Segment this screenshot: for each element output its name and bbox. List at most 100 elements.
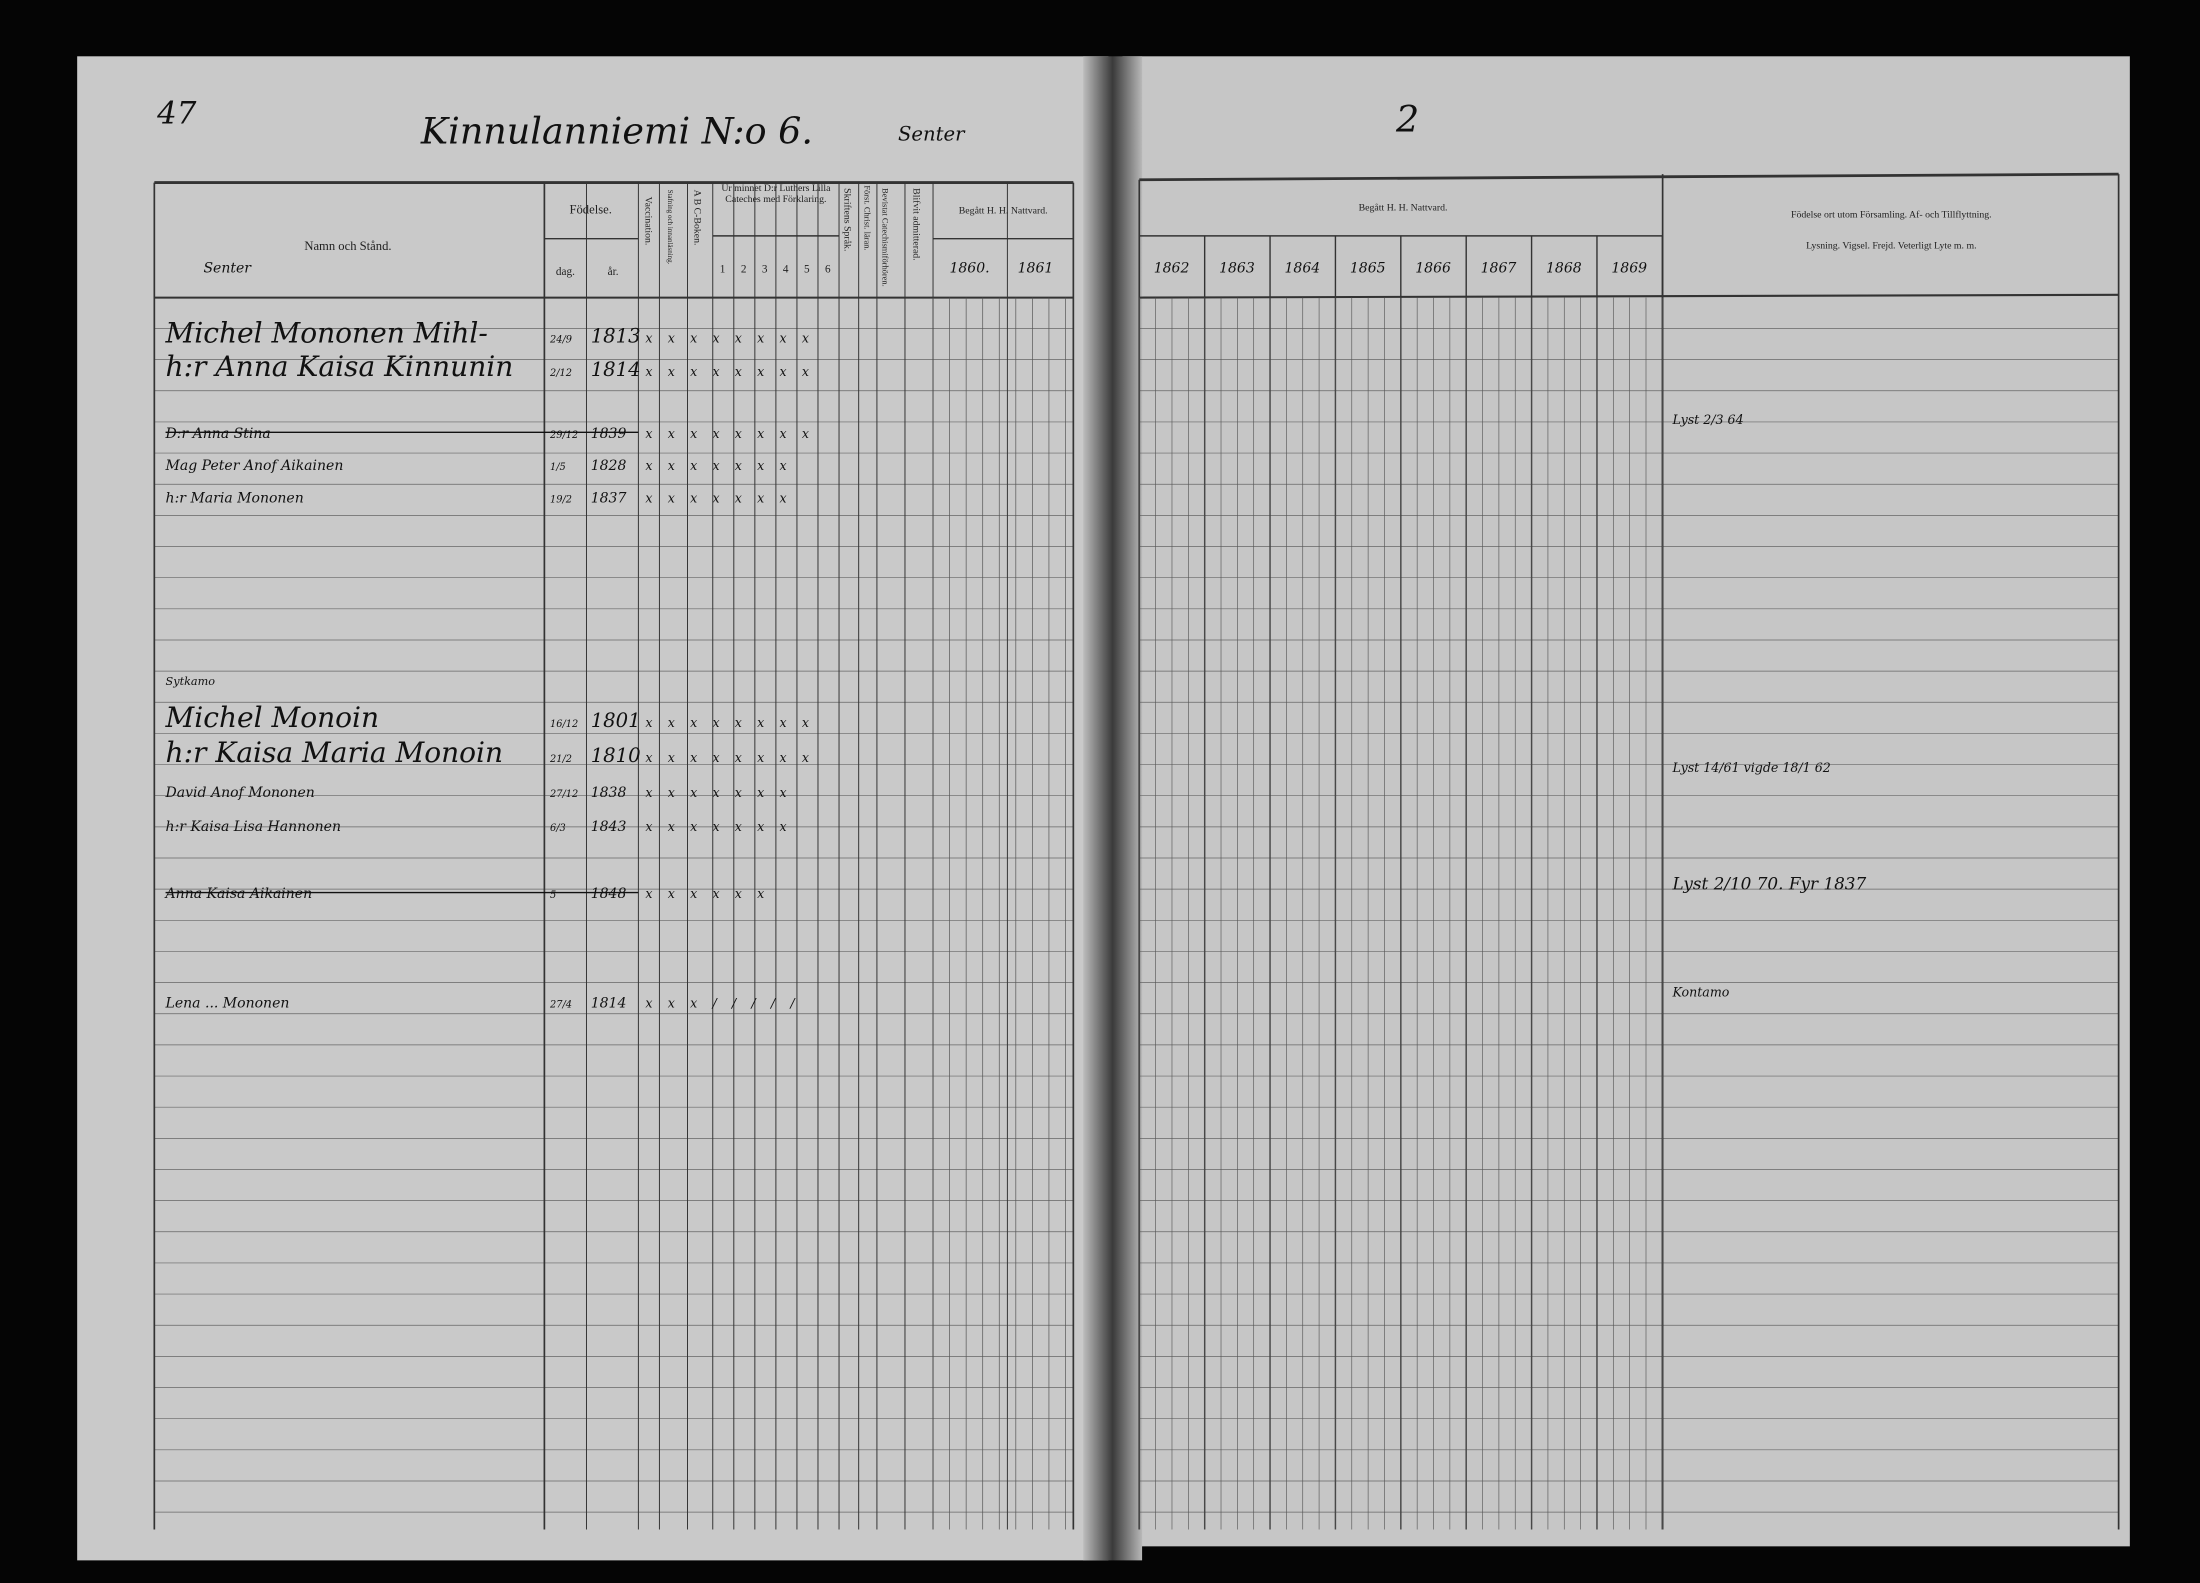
row-name: h:r Anna Kaisa Kinnunin <box>166 350 514 383</box>
header-forst: Först. Christ. läran. <box>862 185 871 250</box>
header-communion-left: Begått H. H. Nattvard. <box>959 205 1048 216</box>
year-header: 1860. <box>949 260 989 276</box>
row-name: Michel Monoin <box>165 701 380 734</box>
row-birth-year: 1813 <box>591 325 641 348</box>
row-marks: x x x x x x x x <box>645 364 814 379</box>
row-birth-year: 1801 <box>591 709 641 732</box>
catechism-col-6: 6 <box>825 263 831 275</box>
row-marks: x x x x x x x <box>645 490 792 505</box>
row-birth-day: 16/12 <box>550 719 578 730</box>
row-name: h:r Maria Mononen <box>166 490 304 506</box>
row-marks: x x x / / / / / <box>645 996 800 1011</box>
row-birth-day: 6/3 <box>550 823 566 834</box>
year-header: 1869 <box>1611 260 1647 276</box>
row-birth-day: 27/4 <box>549 1000 572 1011</box>
row-birth-year: 1839 <box>591 426 627 442</box>
title-note: Senter <box>898 122 966 145</box>
header-name: Namn och Stånd. <box>304 239 391 253</box>
header-admitted: Blifvit admitterad. <box>910 188 921 261</box>
year-header: 1863 <box>1219 260 1255 276</box>
row-name: David Anof Mononen <box>165 785 315 801</box>
table-row: Michel Mononen Mihl- 24/9 1813 x x x x x x … <box>165 317 809 350</box>
row-birth-day: 1/5 <box>550 462 566 473</box>
row-marks: x x x x x x x <box>645 458 792 473</box>
header-catechism-exams: Bevistat Catechismiförhören. <box>881 188 890 287</box>
header-scripture: Skriftens Språk. <box>842 188 853 251</box>
row-birth-year: 1848 <box>591 886 627 902</box>
row-birth-year: 1814 <box>591 358 641 381</box>
year-header: 1868 <box>1546 260 1582 276</box>
page-title: Kinnulanniemi N:o 6. <box>420 109 813 152</box>
header-communion-right: Begått H. H. Nattvard. <box>1359 203 1448 214</box>
catechism-col-3: 3 <box>762 263 768 275</box>
row-name: h:r Kaisa Lisa Hannonen <box>166 819 341 835</box>
row-birth-year: 1810 <box>591 744 641 767</box>
row-name: Mag Peter Anof Aikainen <box>165 458 344 474</box>
header-spelling: Stafning och innanläsning. <box>666 190 674 265</box>
row-birth-day: 2/12 <box>549 368 572 379</box>
header-birth-day: dag. <box>556 266 575 278</box>
rule-line <box>1139 293 2119 299</box>
catechism-col-2: 2 <box>741 263 747 275</box>
row-birth-day: 29/12 <box>549 430 578 441</box>
year-header: 1864 <box>1284 260 1320 276</box>
row-birth-day: 21/2 <box>549 754 572 765</box>
right-page <box>1122 56 2130 1547</box>
table-row: h:r Kaisa Maria Monoin 21/2 1810 x x x x x … <box>166 736 814 769</box>
table-row: h:r Maria Mononen 19/2 1837 x x x x x x x <box>166 490 792 506</box>
row-name: Anna Kaisa Aikainen <box>164 886 313 902</box>
row-birth-day: 24/9 <box>549 335 572 346</box>
row-name: D:r Anna Stina <box>165 426 271 442</box>
header-remarks-2: Lysning. Vigsel. Frejd. Veterligt Lyte m… <box>1806 241 1977 252</box>
row-marks: x x x x x x <box>645 886 769 901</box>
header-remarks: Födelse ort utom Församling. Af- och Til… <box>1791 210 1992 221</box>
section-label: Senter <box>203 260 252 276</box>
year-header: 1862 <box>1154 260 1190 276</box>
right-page-mark: 2 <box>1395 98 1419 141</box>
table-row: Anna Kaisa Aikainen 5 1848 x x x x x x <box>164 886 769 902</box>
table-row: h:r Kaisa Lisa Hannonen 6/3 1843 x x x x x … <box>166 819 792 835</box>
row-marks: x x x x x x x x <box>645 715 814 730</box>
catechism-col-4: 4 <box>783 263 789 275</box>
year-header: 1866 <box>1415 260 1451 276</box>
row-birth-year: 1838 <box>591 785 627 801</box>
row-birth-year: 1843 <box>591 819 627 835</box>
row-name: Michel Mononen Mihl- <box>165 317 488 350</box>
left-page <box>77 56 1109 1561</box>
table-row: Lena ... Mononen 27/4 1814 x x x / / / / / <box>165 996 800 1012</box>
header-vaccination: Vaccination. <box>642 197 653 246</box>
row-birth-day: 19/2 <box>550 494 572 505</box>
book-spine <box>1083 56 1143 1561</box>
table-row: Mag Peter Anof Aikainen 1/5 1828 x x x x x … <box>165 458 792 474</box>
header-catechism: Ur minnet D:r Luthers Lilla Cateches med… <box>721 182 831 206</box>
table-row: D:r Anna Stina 29/12 1839 x x x x x x x x <box>165 426 814 442</box>
catechism-col-1: 1 <box>720 263 726 275</box>
header-abc: A B C-Boken. <box>692 190 703 246</box>
page-number: 47 <box>156 96 197 132</box>
row-name: h:r Kaisa Maria Monoin <box>166 736 504 769</box>
catechism-col-5: 5 <box>804 263 810 275</box>
header-birth: Födelse. <box>569 202 611 216</box>
remark-entry: Lyst 2/10 70. Fyr 1837 <box>1671 874 1866 894</box>
table-row: h:r Anna Kaisa Kinnunin 2/12 1814 x x x x x… <box>166 350 814 383</box>
row-birth-day: 5 <box>550 890 556 901</box>
row-marks: x x x x x x x <box>645 819 792 834</box>
row-birth-year: 1814 <box>591 996 627 1012</box>
header-birth-year: år. <box>608 266 619 278</box>
row-marks: x x x x x x x x <box>645 750 814 765</box>
year-header: 1867 <box>1481 260 1517 276</box>
table-grid <box>153 172 2120 1530</box>
row-birth-year: 1837 <box>591 490 627 506</box>
table-row: Michel Monoin 16/12 1801 x x x x x x x x <box>165 701 814 734</box>
row-birth-year: 1828 <box>591 458 627 474</box>
rule-line <box>1139 172 2119 182</box>
row-marks: x x x x x x x x <box>645 426 814 441</box>
section-label-2: Sytkamo <box>166 675 216 688</box>
remark-entry: Kontamo <box>1671 984 1729 999</box>
year-header: 1865 <box>1350 260 1386 276</box>
table-row: David Anof Mononen 27/12 1838 x x x x x x x <box>165 785 792 801</box>
row-name: Lena ... Mononen <box>165 996 290 1012</box>
row-marks: x x x x x x x <box>645 785 792 800</box>
